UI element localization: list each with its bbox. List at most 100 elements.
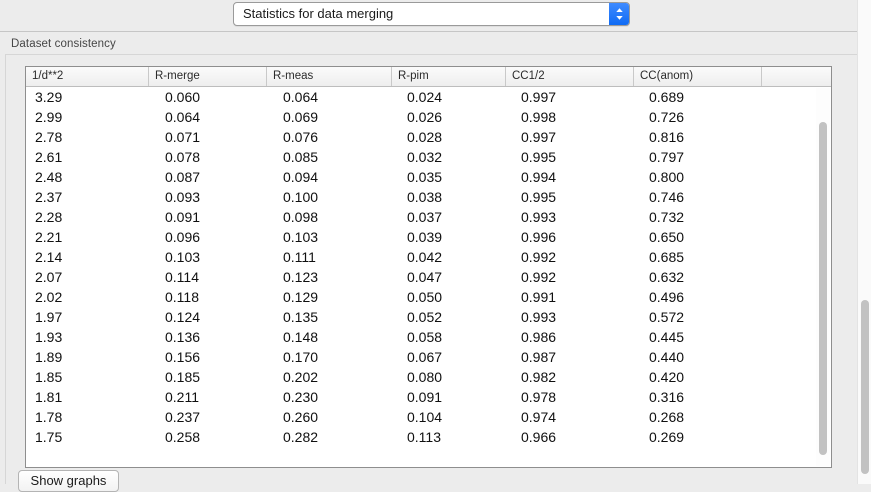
table-cell: 0.746 (649, 189, 685, 205)
table-cell: 2.48 (35, 169, 63, 185)
table-cell: 0.093 (165, 189, 201, 205)
table-row[interactable]: 2.14 0.103 0.111 0.042 0.992 0.685 (26, 247, 831, 267)
table-row[interactable]: 3.29 0.060 0.064 0.024 0.997 0.689 (26, 87, 831, 107)
column-header-r-pim[interactable]: R-pim (391, 67, 505, 86)
column-header-blank[interactable] (761, 67, 831, 86)
table-cell: 2.37 (35, 189, 63, 205)
table-cell: 0.420 (649, 369, 685, 385)
table-cell: 2.61 (35, 149, 63, 165)
table-cell: 0.282 (283, 429, 319, 445)
table-cell: 0.185 (165, 369, 201, 385)
table-cell: 0.974 (521, 409, 557, 425)
table-cell: 0.992 (521, 249, 557, 265)
table-cell: 0.024 (407, 89, 443, 105)
table-cell: 2.78 (35, 129, 63, 145)
table-row[interactable]: 2.28 0.091 0.098 0.037 0.993 0.732 (26, 207, 831, 227)
table-cell: 0.211 (165, 389, 199, 405)
table-cell: 0.982 (521, 369, 557, 385)
table-cell: 0.037 (407, 209, 443, 225)
table-cell: 0.268 (649, 409, 685, 425)
table-cell: 0.064 (165, 109, 201, 125)
table-cell: 0.136 (165, 329, 201, 345)
table-cell: 1.97 (35, 309, 63, 325)
table-cell: 1.85 (35, 369, 63, 385)
table-cell: 2.99 (35, 109, 63, 125)
table-row[interactable]: 1.85 0.185 0.202 0.080 0.982 0.420 (26, 367, 831, 387)
table-cell: 0.797 (649, 149, 685, 165)
table-cell: 0.966 (521, 429, 557, 445)
table-vertical-scrollbar[interactable] (816, 88, 830, 466)
table-row[interactable]: 1.93 0.136 0.148 0.058 0.986 0.445 (26, 327, 831, 347)
table-cell: 1.81 (35, 389, 63, 405)
table-cell: 0.091 (407, 389, 443, 405)
table-cell: 0.080 (407, 369, 443, 385)
table-row[interactable]: 2.07 0.114 0.123 0.047 0.992 0.632 (26, 267, 831, 287)
show-graphs-button[interactable]: Show graphs (18, 470, 119, 492)
table-cell: 0.732 (649, 209, 685, 225)
table-cell: 0.237 (165, 409, 201, 425)
table-cell: 2.02 (35, 289, 63, 305)
table-cell: 0.103 (283, 229, 319, 245)
table-cell: 0.995 (521, 189, 557, 205)
panel-vertical-scrollbar[interactable] (857, 0, 871, 484)
table-cell: 0.316 (649, 389, 685, 405)
table-cell: 0.816 (649, 129, 685, 145)
table-cell: 0.096 (165, 229, 201, 245)
table-row[interactable]: 1.75 0.258 0.282 0.113 0.966 0.269 (26, 427, 831, 447)
table-body: 3.29 0.060 0.064 0.024 0.997 0.689 2.99 0.064 0.… (26, 87, 831, 467)
table-row[interactable]: 2.02 0.118 0.129 0.050 0.991 0.496 (26, 287, 831, 307)
table-cell: 0.035 (407, 169, 443, 185)
table-cell: 0.632 (649, 269, 685, 285)
scroll-panel: 1/d**2 R-merge R-meas R-pim CC1/2 CC(anom) 3.… (5, 54, 857, 484)
table-cell: 0.997 (521, 129, 557, 145)
column-header-1-d-2[interactable]: 1/d**2 (32, 70, 64, 82)
table-cell: 0.076 (283, 129, 319, 145)
table-cell: 0.650 (649, 229, 685, 245)
table-row[interactable]: 2.61 0.078 0.085 0.032 0.995 0.797 (26, 147, 831, 167)
table-cell: 2.28 (35, 209, 63, 225)
table-cell: 0.064 (283, 89, 319, 105)
table-cell: 0.993 (521, 309, 557, 325)
table-cell: 0.269 (649, 429, 685, 445)
table-row[interactable]: 2.78 0.071 0.076 0.028 0.997 0.816 (26, 127, 831, 147)
table-cell: 0.993 (521, 209, 557, 225)
table-cell: 0.067 (407, 349, 443, 365)
column-header-r-meas[interactable]: R-meas (266, 67, 391, 86)
table-cell: 1.75 (35, 429, 63, 445)
table-cell: 1.93 (35, 329, 63, 345)
table-row[interactable]: 2.48 0.087 0.094 0.035 0.994 0.800 (26, 167, 831, 187)
table-row[interactable]: 1.89 0.156 0.170 0.067 0.987 0.440 (26, 347, 831, 367)
table-cell: 0.991 (521, 289, 557, 305)
table-cell: 0.978 (521, 389, 557, 405)
table-cell: 0.094 (283, 169, 319, 185)
table-cell: 0.042 (407, 249, 443, 265)
table-cell: 0.445 (649, 329, 685, 345)
table-cell: 0.998 (521, 109, 557, 125)
table-cell: 0.440 (649, 349, 685, 365)
table-row[interactable]: 1.97 0.124 0.135 0.052 0.993 0.572 (26, 307, 831, 327)
table-row[interactable]: 2.99 0.064 0.069 0.026 0.998 0.726 (26, 107, 831, 127)
table-scrollbar-thumb[interactable] (819, 122, 827, 455)
table-cell: 0.170 (283, 349, 319, 365)
table-cell: 0.069 (283, 109, 319, 125)
chevron-up-down-icon[interactable] (609, 3, 629, 25)
table-row[interactable]: 2.37 0.093 0.100 0.038 0.995 0.746 (26, 187, 831, 207)
statistics-view-popup-button[interactable]: Statistics for data merging (233, 2, 630, 26)
panel-scrollbar-thumb[interactable] (861, 300, 869, 475)
table-cell: 0.071 (165, 129, 201, 145)
table-cell: 0.104 (407, 409, 443, 425)
table-row[interactable]: 1.81 0.211 0.230 0.091 0.978 0.316 (26, 387, 831, 407)
table-cell: 0.052 (407, 309, 443, 325)
table-cell: 0.992 (521, 269, 557, 285)
table-cell: 0.039 (407, 229, 443, 245)
column-header-cc1-2[interactable]: CC1/2 (505, 67, 633, 86)
table-cell: 0.148 (283, 329, 319, 345)
table-cell: 3.29 (35, 89, 63, 105)
column-header-r-merge[interactable]: R-merge (148, 67, 266, 86)
table-cell: 0.118 (165, 289, 199, 305)
table-row[interactable]: 1.78 0.237 0.260 0.104 0.974 0.268 (26, 407, 831, 427)
column-header-cc-anom[interactable]: CC(anom) (633, 67, 761, 86)
table-cell: 0.123 (283, 269, 319, 285)
table-row[interactable]: 2.21 0.096 0.103 0.039 0.996 0.650 (26, 227, 831, 247)
table-cell: 0.496 (649, 289, 685, 305)
